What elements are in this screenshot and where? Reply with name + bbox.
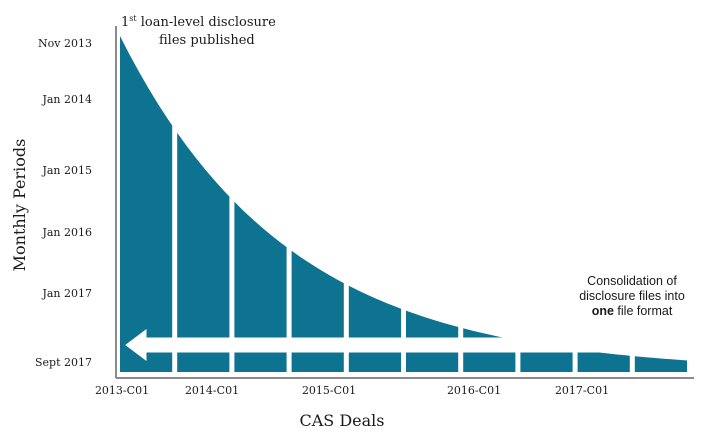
consolidation-bold-word: one [592,304,614,318]
deal-column [577,36,630,372]
svg-text:1st loan-level disclosure: 1st loan-level disclosure [121,14,276,30]
consolidation-line1: Consolidation of [587,274,677,288]
y-tick-label: Sept 2017 [35,356,92,369]
x-tick-label: 2017-C01 [555,384,609,397]
deal-column [634,36,687,372]
x-tick-label: 2014-C01 [185,384,239,397]
left-arrow-shape [125,329,679,361]
y-tick-labels: Nov 2013 Jan 2014 Jan 2015 Jan 2016 Jan … [35,37,92,369]
x-tick-labels: 2013-C01 2014-C01 2015-C01 2016-C01 2017… [95,384,609,397]
consolidation-line2: disclosure files into [579,289,685,303]
deal-column [520,36,573,372]
deal-column [406,36,459,372]
first-files-annotation: 1st loan-level disclosure files publishe… [121,14,276,48]
consolidation-annotation: Consolidation of disclosure files into o… [579,274,685,318]
y-tick-label: Jan 2015 [41,164,92,177]
deal-column [463,36,516,372]
first-files-line2: files published [159,33,255,48]
svg-text:one file format: one file format [592,304,673,318]
deal-column [120,36,173,372]
x-axis-title: CAS Deals [299,411,384,430]
x-tick-label: 2016-C01 [447,384,501,397]
y-tick-label: Jan 2014 [41,93,92,106]
consolidation-line3: file format [614,304,673,318]
arrow-label: Standardized file format applies to all … [143,340,676,352]
y-axis-title: Monthly Periods [10,139,29,272]
deal-columns [120,36,687,372]
x-tick-label: 2013-C01 [95,384,149,397]
deal-column [348,36,401,372]
first-files-line1: loan-level disclosure [137,15,276,30]
y-tick-label: Jan 2017 [41,287,92,300]
first-files-superscript: st [129,14,137,23]
first-files-prefix: 1 [121,15,129,30]
y-tick-label: Nov 2013 [38,37,92,50]
x-tick-label: 2015-C01 [302,384,356,397]
deal-column [177,36,230,372]
deal-column [291,36,344,372]
standardized-format-arrow: Standardized file format applies to all … [125,329,679,361]
deal-column [234,36,287,372]
y-tick-label: Jan 2016 [41,226,92,239]
